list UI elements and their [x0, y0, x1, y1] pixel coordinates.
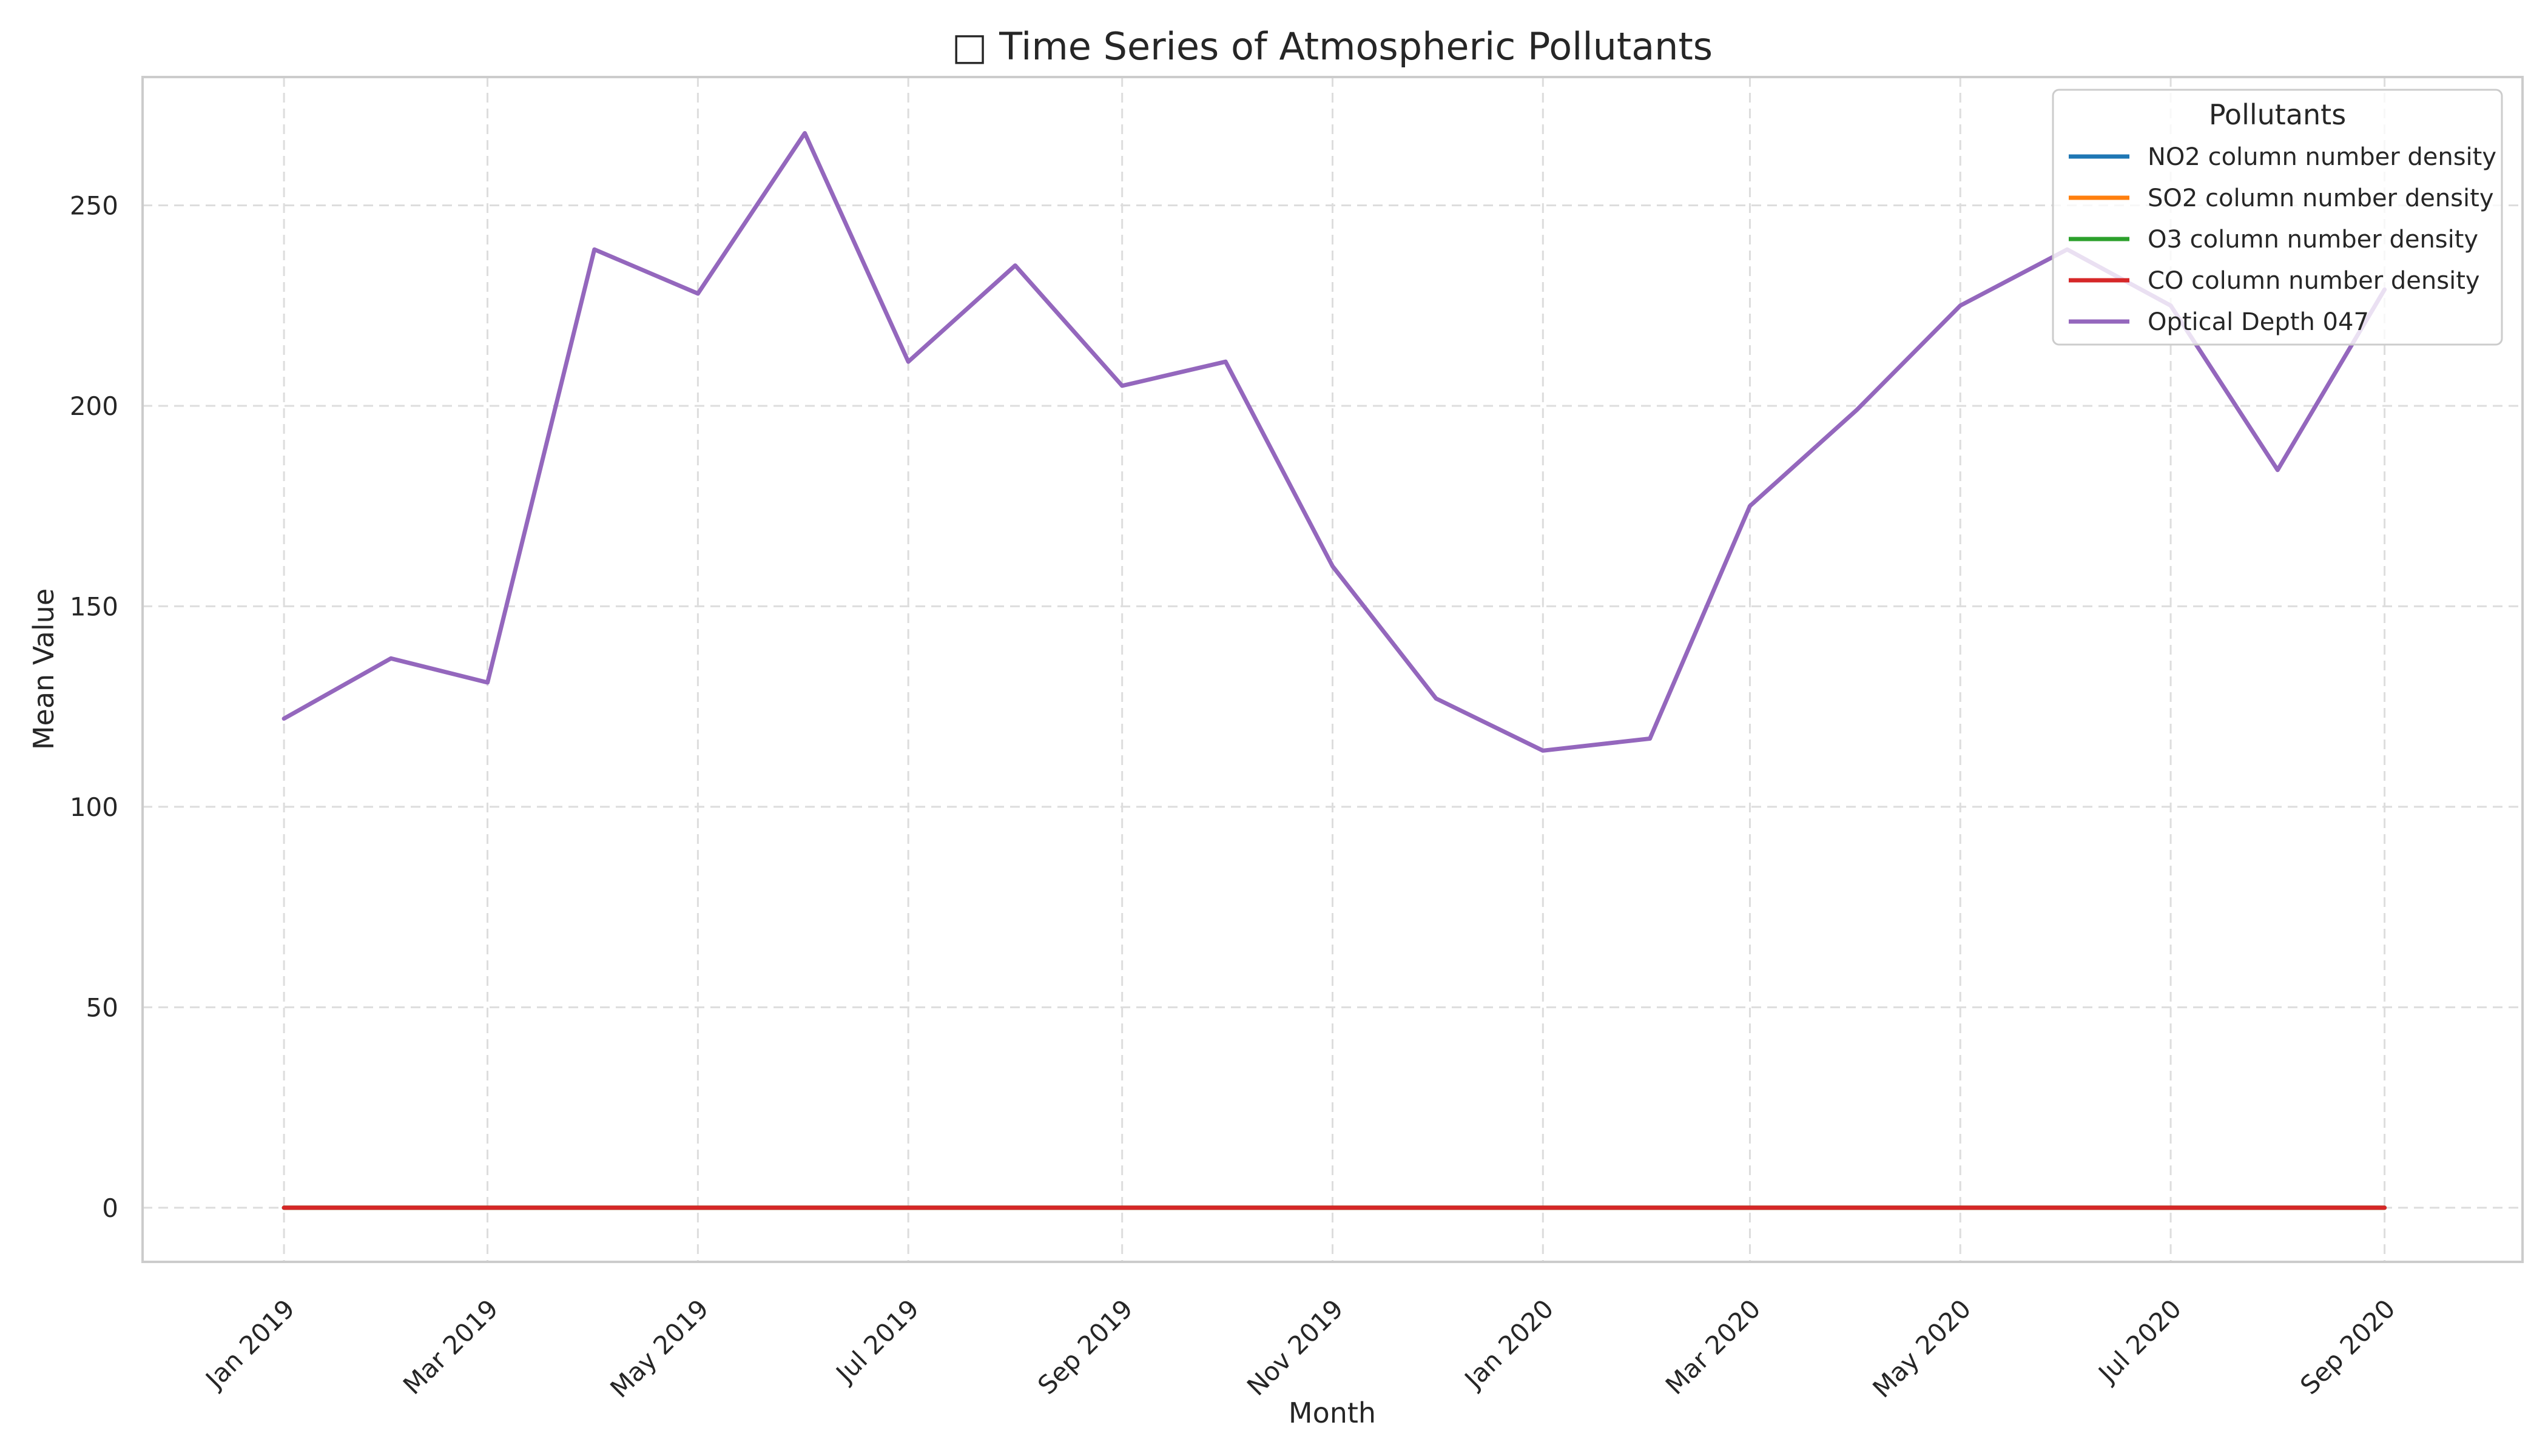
x-tick-label: Jan 2020 [1458, 1293, 1560, 1395]
x-tick-label: Sep 2019 [1032, 1293, 1139, 1400]
y-axis-title: Mean Value [27, 588, 60, 750]
y-tick-label: 100 [70, 792, 118, 822]
y-tick-label: 200 [70, 391, 118, 421]
x-tick-label: Jan 2019 [199, 1293, 301, 1395]
y-axis-ticks: 0 50 100 150 200 250 [70, 190, 118, 1222]
y-tick-label: 250 [70, 190, 118, 220]
legend-label: CO column number density [2148, 267, 2480, 295]
legend-label: NO2 column number density [2148, 143, 2496, 171]
chart-title: □ Time Series of Atmospheric Pollutants [952, 24, 1713, 69]
grid-layer [143, 77, 2523, 1262]
x-tick-label: Nov 2019 [1241, 1293, 1349, 1401]
x-axis-ticks: Jan 2019 Mar 2019 May 2019 Jul 2019 Sep 2019… [199, 1293, 2401, 1403]
legend-items: NO2 column number density SO2 column numb… [2069, 143, 2496, 336]
legend-label: SO2 column number density [2148, 184, 2494, 212]
x-tick-label: Jul 2019 [829, 1293, 925, 1389]
legend-label: Optical Depth 047 [2148, 308, 2369, 336]
x-tick-label: Jul 2020 [2092, 1293, 2188, 1389]
x-tick-label: May 2019 [604, 1293, 714, 1403]
y-tick-label: 0 [102, 1193, 118, 1223]
x-tick-label: May 2020 [1867, 1293, 1977, 1403]
legend-title: Pollutants [2209, 98, 2346, 131]
x-tick-label: Sep 2020 [2294, 1293, 2401, 1400]
y-tick-label: 50 [86, 993, 118, 1022]
series-line [281, 131, 2387, 753]
x-tick-label: Mar 2019 [397, 1293, 504, 1400]
legend-box [2052, 89, 2503, 346]
x-axis-title: Month [1289, 1397, 1376, 1429]
series-layer [281, 131, 2387, 1210]
legend-label: O3 column number density [2148, 226, 2478, 254]
y-tick-label: 150 [70, 592, 118, 621]
x-tick-label: Mar 2020 [1660, 1293, 1767, 1400]
plot-frame [141, 76, 2524, 1263]
legend: Pollutants NO2 column number density SO2 … [2052, 89, 2503, 346]
